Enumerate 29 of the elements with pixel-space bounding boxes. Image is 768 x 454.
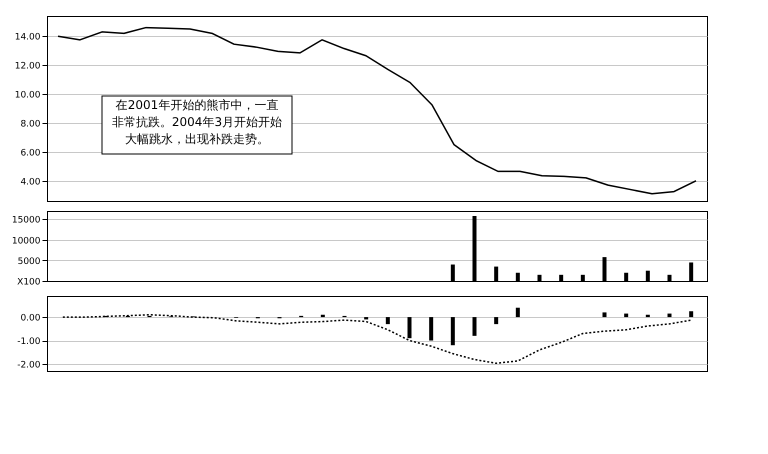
y-tick-label: X100 — [17, 278, 41, 288]
y-tick-label: 0.00 — [20, 314, 41, 324]
annotation: 在2001年开始的熊市中，一直 — [116, 98, 278, 112]
bar — [516, 308, 520, 318]
bar — [668, 314, 672, 318]
bar — [689, 311, 694, 318]
bar — [386, 317, 390, 324]
y-tick-label: 10.00 — [14, 90, 41, 101]
line-series — [57, 26, 697, 195]
line-series — [62, 314, 692, 364]
y-tick-label: 4.00 — [20, 177, 41, 188]
y-tick-label: -1.00 — [17, 337, 41, 348]
bar — [472, 317, 476, 336]
bar — [494, 317, 498, 324]
bar — [408, 317, 412, 338]
annotation: 大幅跳水，出现补跌走势。 — [125, 132, 269, 146]
bar — [429, 317, 434, 341]
annotation: 非常抗跌。2004年3月开始开始 — [112, 115, 282, 129]
y-tick-label: 10000 — [12, 236, 41, 246]
bar — [624, 314, 628, 318]
y-tick-label: 14.00 — [14, 32, 41, 43]
bar — [602, 312, 606, 318]
y-tick-label: -2.00 — [17, 360, 41, 370]
bar — [450, 317, 455, 346]
y-tick-label: 5000 — [18, 256, 41, 267]
y-tick-label: 12.00 — [14, 62, 41, 72]
y-tick-label: 8.00 — [20, 119, 41, 130]
y-tick-label: 15000 — [12, 216, 41, 226]
y-tick-label: 6.00 — [20, 148, 41, 158]
